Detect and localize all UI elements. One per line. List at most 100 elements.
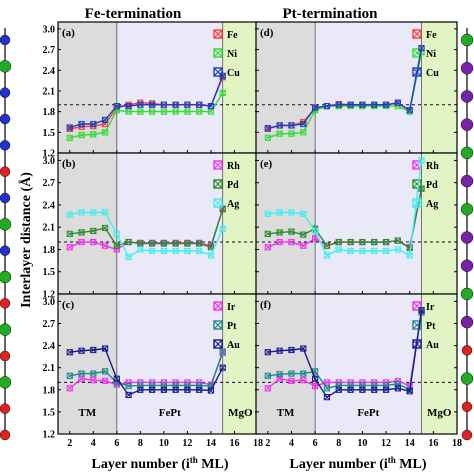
legend-label-au: Au bbox=[426, 340, 439, 351]
data-point-au bbox=[264, 349, 271, 356]
data-point-cross-ag bbox=[276, 209, 283, 216]
data-point-cross-ir bbox=[78, 375, 85, 382]
data-point-cross-au bbox=[160, 386, 167, 393]
legend-marker-cross bbox=[412, 179, 422, 189]
data-point-cu bbox=[371, 101, 378, 108]
data-point-cross-ir bbox=[312, 383, 319, 390]
atom-sphere bbox=[460, 61, 474, 75]
data-point-pt bbox=[264, 372, 271, 379]
data-point-ir bbox=[312, 383, 319, 390]
atom-sphere bbox=[461, 345, 473, 356]
data-point-ag bbox=[149, 247, 156, 255]
atom-sphere bbox=[0, 350, 11, 362]
series-line-ag bbox=[69, 211, 224, 258]
data-point-pt bbox=[196, 382, 203, 389]
data-point-cross-ni bbox=[276, 130, 283, 137]
data-point-cross-cu bbox=[300, 121, 307, 127]
region-label-fept: FePt bbox=[357, 407, 379, 419]
data-point-cross-cu bbox=[264, 125, 271, 132]
legend-marker-cu bbox=[213, 67, 223, 77]
data-point-cross-ni bbox=[90, 131, 97, 138]
data-point-cross-cu bbox=[394, 99, 401, 106]
data-point-pt bbox=[323, 385, 331, 392]
legend-marker-cross bbox=[213, 339, 223, 349]
data-point-cu bbox=[335, 101, 342, 108]
data-point-pt bbox=[184, 382, 191, 389]
region-tm-shade bbox=[256, 153, 316, 294]
data-point-pd bbox=[394, 237, 401, 244]
legend-marker-pt bbox=[213, 320, 223, 330]
atom-sphere bbox=[461, 429, 473, 441]
region-fept-shade bbox=[116, 294, 223, 434]
data-point-cross-rh bbox=[300, 242, 307, 249]
data-point-ag bbox=[196, 247, 203, 255]
atom-sphere bbox=[0, 429, 11, 441]
data-point-cross-cu bbox=[160, 101, 167, 108]
data-point-ag bbox=[406, 252, 413, 259]
data-point-cross-ag bbox=[312, 228, 319, 234]
region-mgo-shade bbox=[421, 294, 457, 434]
data-point-pt bbox=[394, 380, 401, 387]
data-point-pt bbox=[90, 370, 97, 377]
series-line-au bbox=[69, 347, 224, 396]
legend-marker-cross bbox=[213, 48, 223, 58]
panel-c: Ir Pt Au (c) 1.2 1.5 1.8 2.1 2.4 2.7 3.0 2 4 6 8 10 12 14… bbox=[43, 293, 263, 449]
data-point-cu bbox=[288, 122, 295, 129]
y-tick-label: 2.7 bbox=[43, 178, 56, 189]
data-point-pt bbox=[382, 382, 390, 389]
data-point-cross-cu bbox=[78, 121, 85, 127]
data-point-cross-au bbox=[208, 387, 214, 394]
data-point-au bbox=[347, 386, 354, 393]
data-point-cross-rh bbox=[312, 235, 319, 242]
legend-marker-ag bbox=[213, 198, 223, 208]
data-point-ag bbox=[276, 209, 283, 216]
atom-sphere bbox=[0, 34, 11, 46]
x-tick-label: 6 bbox=[313, 438, 318, 449]
data-point-cross-au bbox=[172, 386, 179, 393]
data-point-pt bbox=[371, 382, 378, 389]
data-point-cu bbox=[406, 107, 413, 114]
data-point-pt bbox=[300, 370, 307, 377]
data-point-cross-au bbox=[394, 385, 401, 392]
x-tick-label: 8 bbox=[336, 438, 341, 449]
data-point-ag bbox=[125, 253, 132, 260]
data-point-cross-ni bbox=[208, 108, 214, 115]
panels: Fe Ni Cu (a) 1.2 1.5 1.8 2.1 2.4 2.7 3.0 Rh Pd Ag (b) 1… bbox=[43, 21, 462, 449]
data-point-cross-ni bbox=[184, 108, 191, 115]
data-point-cross-pd bbox=[383, 239, 389, 245]
data-point-cu bbox=[418, 45, 425, 52]
data-point-cross-ag bbox=[300, 210, 307, 217]
data-point-cross-pt bbox=[300, 370, 307, 377]
legend-marker-fe bbox=[412, 29, 422, 39]
legend-marker-ag bbox=[412, 198, 422, 208]
atom-sphere bbox=[0, 245, 11, 256]
data-point-au bbox=[300, 345, 307, 352]
data-point-cu bbox=[347, 101, 354, 108]
region-label-mgo: MgO bbox=[427, 407, 452, 419]
data-point-au bbox=[172, 386, 179, 393]
panel-frame bbox=[255, 293, 458, 435]
legend-label-ni: Ni bbox=[227, 49, 237, 60]
data-point-cross-ir bbox=[300, 377, 307, 384]
data-point-cross-ag bbox=[383, 248, 389, 254]
legend-label-pd: Pd bbox=[227, 180, 239, 191]
panel-f: Ir Pt Au (f) 2 4 6 8 10 12 14 16 18 TM FePt MgO bbox=[255, 293, 462, 449]
data-point-cross-ni bbox=[196, 108, 203, 115]
region-mgo-shade bbox=[222, 294, 258, 434]
data-point-pt bbox=[347, 382, 354, 389]
data-point-cross-ag bbox=[137, 246, 144, 253]
data-point-rh bbox=[78, 238, 85, 246]
legend-label-cu: Cu bbox=[227, 68, 240, 79]
data-point-cross-pd bbox=[276, 229, 283, 236]
data-point-pd bbox=[137, 240, 144, 247]
x-axis-label-right: Layer number (ith ML) bbox=[290, 455, 427, 472]
data-point-pd bbox=[113, 242, 120, 249]
legend-marker-cross bbox=[213, 160, 223, 170]
panel-a: Fe Ni Cu (a) 1.2 1.5 1.8 2.1 2.4 2.7 3.0 bbox=[43, 21, 259, 160]
data-point-au bbox=[382, 386, 390, 393]
data-point-rh bbox=[113, 246, 120, 253]
data-point-cross-cu bbox=[137, 101, 144, 108]
data-point-cross-au bbox=[347, 386, 354, 393]
data-point-ni bbox=[300, 129, 307, 136]
